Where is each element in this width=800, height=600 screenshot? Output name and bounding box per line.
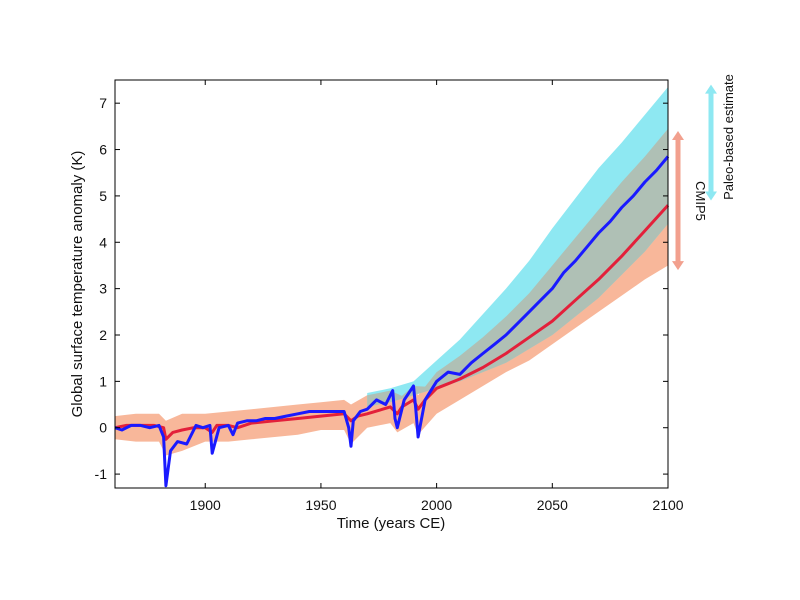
paleo-range-label: Paleo-based estimate [721, 74, 736, 200]
y-tick-label: 5 [99, 188, 107, 204]
paleo-range-arrow-head-down [705, 191, 717, 201]
overlap-range-band [367, 128, 668, 407]
x-axis-title: Time (years CE) [337, 515, 446, 532]
y-tick-label: 1 [99, 373, 107, 389]
y-tick-label: 3 [99, 281, 107, 297]
y-tick-label: 6 [99, 142, 107, 158]
cmip5-range-label: CMIP5 [693, 181, 708, 221]
y-axis-title: Global surface temperature anomaly (K) [69, 151, 86, 418]
overlap-band-layer [367, 128, 668, 407]
x-ticks: 1900 1950 2000 2050 2100 [190, 80, 684, 513]
y-tick-label: 4 [99, 234, 107, 250]
x-tick-label: 2000 [421, 497, 452, 513]
y-tick-label: 7 [99, 95, 107, 111]
x-tick-label: 2100 [652, 497, 683, 513]
plot-frame [114, 79, 669, 489]
paleo-range-arrow-head-up [705, 84, 717, 94]
series-layer [114, 155, 670, 488]
paleo-series-line [114, 155, 670, 488]
y-tick-label: -1 [95, 466, 108, 482]
x-tick-label: 1950 [305, 497, 336, 513]
cmip5-range-arrow-head-up [672, 131, 684, 140]
y-ticks: -1 0 1 2 3 4 5 6 7 [95, 95, 668, 482]
y-tick-label: 0 [99, 420, 107, 436]
x-tick-label: 2050 [537, 497, 568, 513]
x-tick-label: 1900 [190, 497, 221, 513]
range-arrows [672, 84, 717, 271]
cmip5-range-arrow-head-down [672, 261, 684, 271]
y-tick-label: 2 [99, 327, 107, 343]
